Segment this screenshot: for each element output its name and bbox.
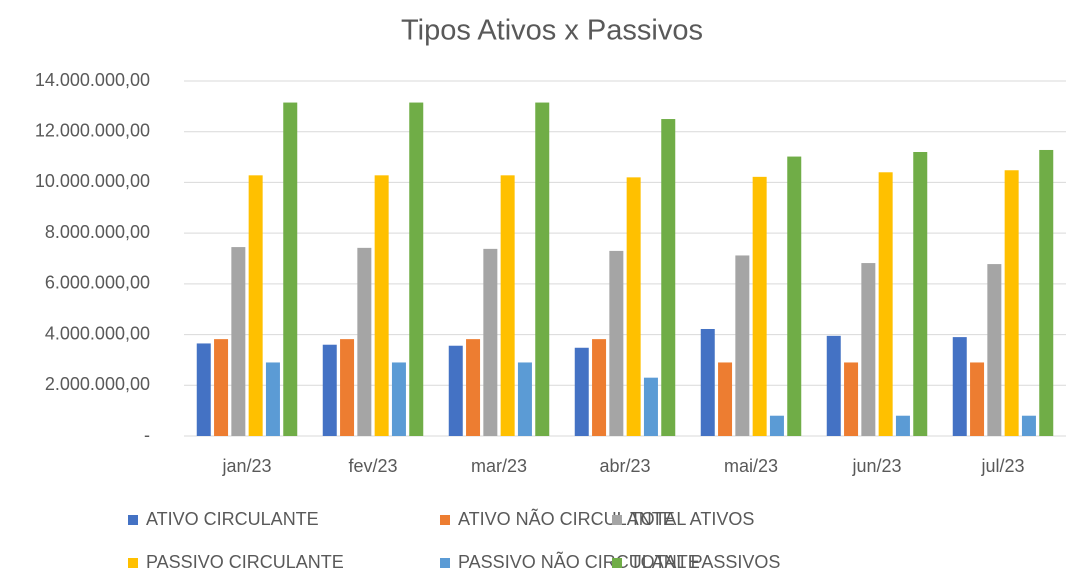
legend-swatch (440, 515, 450, 525)
bar (248, 175, 263, 437)
x-tick-label: jul/23 (980, 456, 1024, 476)
bar (517, 362, 532, 436)
bar (661, 119, 676, 437)
y-tick-label: 12.000.000,00 (35, 120, 150, 140)
bar (214, 339, 229, 436)
legend-label: TOTAL ATIVOS (630, 509, 754, 529)
y-tick-label: 14.000.000,00 (35, 70, 150, 90)
bar (626, 177, 641, 436)
bar (391, 362, 406, 436)
bar (340, 339, 355, 436)
legend-label: PASSIVO CIRCULANTE (146, 552, 344, 572)
bar (592, 339, 607, 436)
bar (374, 175, 389, 437)
y-tick-label: 2.000.000,00 (45, 374, 150, 394)
bar (1021, 415, 1036, 436)
bar (322, 344, 337, 436)
bar (265, 362, 280, 436)
x-tick-label: abr/23 (599, 456, 650, 476)
bar (735, 255, 750, 436)
bar (752, 176, 767, 436)
x-tick-label: jun/23 (851, 456, 901, 476)
y-tick-label: 10.000.000,00 (35, 171, 150, 191)
bar (357, 247, 372, 436)
legend-swatch (128, 558, 138, 568)
bar (448, 345, 463, 436)
bar (878, 172, 893, 437)
bar (409, 102, 424, 436)
y-tick-label: 6.000.000,00 (45, 273, 150, 293)
bar (987, 264, 1002, 436)
bar (231, 247, 246, 436)
bar (787, 156, 802, 437)
x-tick-label: jan/23 (221, 456, 271, 476)
x-tick-label: fev/23 (348, 456, 397, 476)
bar (500, 175, 515, 437)
bar (769, 415, 784, 436)
legend-label: PASSIVO NÃO CIRCULANTE (458, 551, 700, 572)
bar (844, 362, 859, 436)
legend-label: TOTAL PASSIVOS (630, 552, 780, 572)
bar (466, 339, 481, 436)
bar (952, 337, 967, 436)
bar (574, 347, 589, 436)
x-tick-label: mai/23 (724, 456, 778, 476)
bar (718, 362, 733, 436)
chart-title: Tipos Ativos x Passivos (401, 15, 703, 47)
bar (196, 343, 211, 436)
bar (609, 250, 624, 436)
legend-swatch (440, 558, 450, 568)
legend-swatch (612, 515, 622, 525)
bar (861, 263, 876, 436)
y-tick-label: - (144, 425, 150, 445)
bar (895, 415, 910, 436)
bar (1004, 170, 1019, 436)
y-tick-label: 4.000.000,00 (45, 323, 150, 343)
y-tick-label: 8.000.000,00 (45, 222, 150, 242)
bar (643, 377, 658, 436)
bar (970, 362, 985, 436)
bar (1039, 149, 1054, 436)
bar (283, 102, 298, 436)
bar (826, 335, 841, 436)
bar (535, 102, 550, 436)
legend-swatch (128, 515, 138, 525)
legend-swatch (612, 558, 622, 568)
bar (700, 328, 715, 436)
bar (483, 248, 498, 436)
legend-label: ATIVO CIRCULANTE (146, 509, 319, 529)
bar (913, 152, 928, 436)
x-tick-label: mar/23 (471, 456, 527, 476)
